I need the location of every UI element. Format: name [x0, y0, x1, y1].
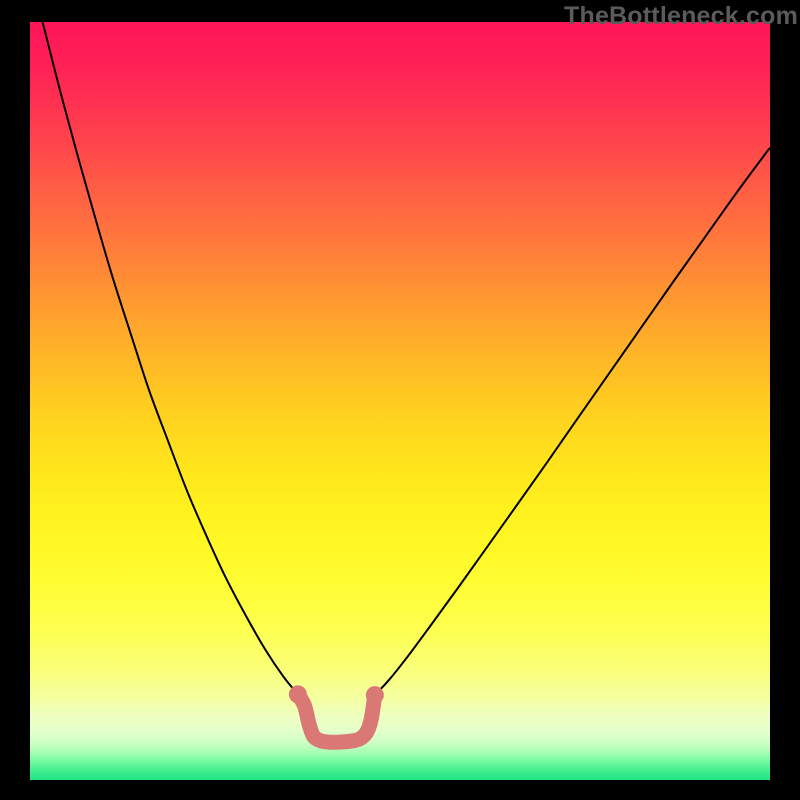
attribution-text: TheBottleneck.com — [564, 2, 798, 31]
chart-frame — [30, 22, 770, 780]
